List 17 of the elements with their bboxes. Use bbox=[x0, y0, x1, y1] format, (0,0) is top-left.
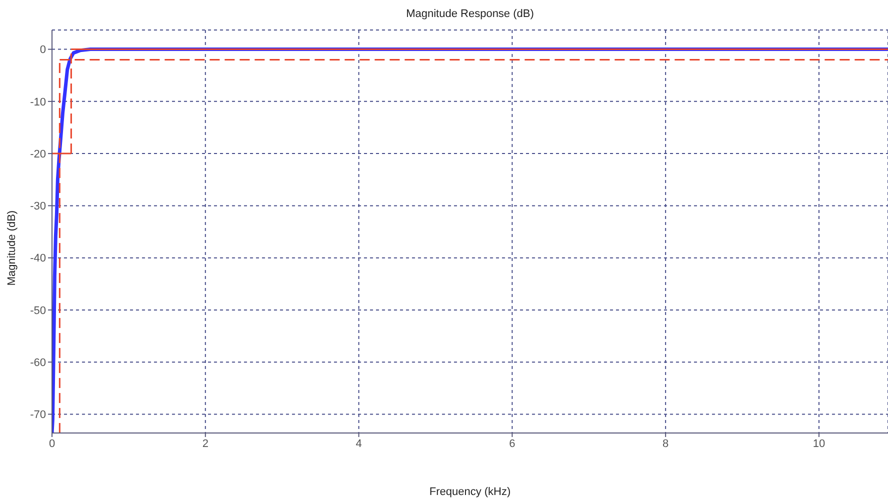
y-tick-label: -20 bbox=[30, 148, 46, 160]
x-tick-label: 10 bbox=[812, 438, 826, 450]
x-tick-label: 4 bbox=[356, 438, 362, 450]
x-tick-label: 2 bbox=[202, 438, 208, 450]
x-tick-label: 6 bbox=[509, 438, 516, 450]
x-tick-label: 0 bbox=[48, 438, 56, 450]
y-tick-label: -50 bbox=[30, 304, 46, 317]
chart-title: Magnitude Response (dB) bbox=[405, 8, 535, 20]
y-tick-label: -60 bbox=[30, 357, 46, 369]
y-axis-title: Magnitude (dB) bbox=[6, 210, 18, 286]
y-tick-label: -10 bbox=[30, 96, 46, 108]
y-tick-label: -70 bbox=[30, 409, 46, 422]
x-tick-label: 8 bbox=[662, 438, 669, 450]
x-axis-title: Frequency (kHz) bbox=[428, 486, 512, 498]
y-tick-label: -40 bbox=[30, 252, 46, 265]
y-tick-label: 0 bbox=[40, 44, 46, 56]
y-tick-label: -30 bbox=[30, 200, 46, 213]
